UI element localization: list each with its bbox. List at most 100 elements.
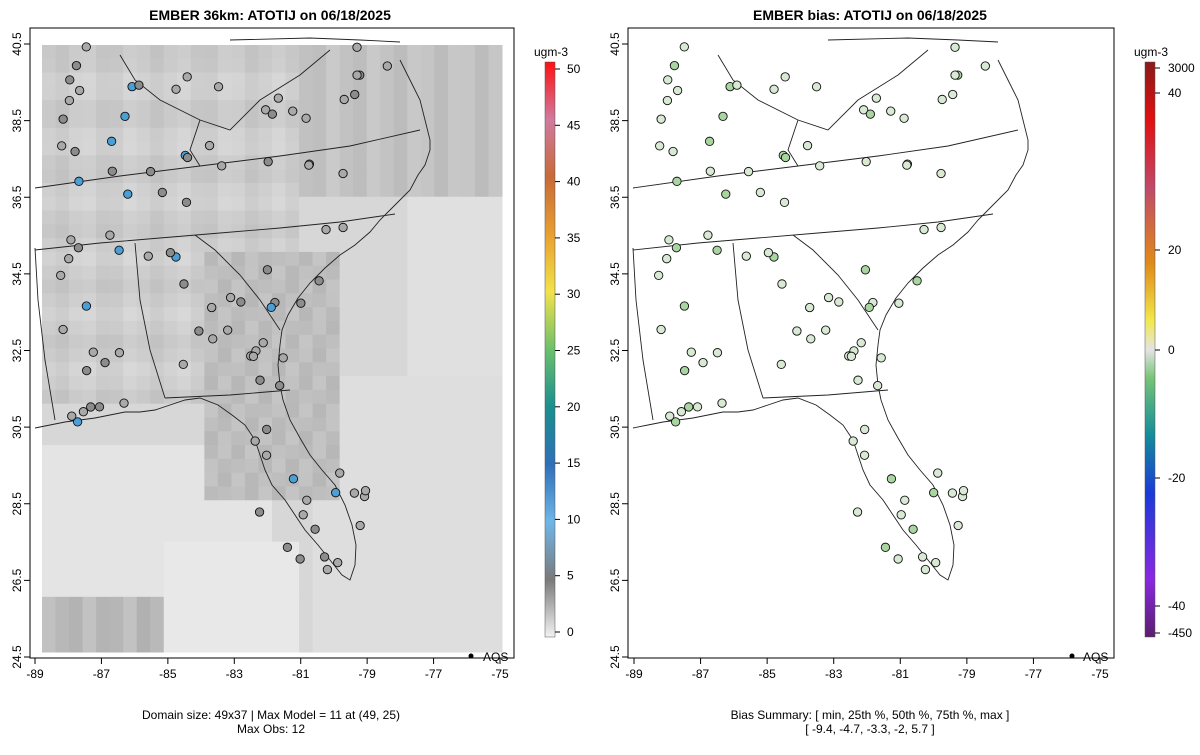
- grid-cell: [447, 417, 462, 432]
- grid-cell: [42, 472, 57, 487]
- grid-cell: [407, 624, 422, 639]
- grid-cell: [272, 141, 287, 156]
- grid-cell: [123, 624, 138, 639]
- grid-cell: [353, 196, 368, 212]
- grid-cell: [190, 472, 205, 487]
- grid-cell: [55, 431, 70, 446]
- y-tick-label: 30.5: [10, 415, 24, 439]
- grid-cell: [177, 320, 192, 336]
- border-line: [792, 234, 879, 331]
- grid-cell: [123, 417, 138, 432]
- grid-cell: [272, 624, 287, 639]
- obs-point: [250, 436, 260, 446]
- grid-cell: [366, 141, 381, 156]
- grid-cell: [474, 320, 489, 336]
- grid-cell: [488, 279, 503, 294]
- grid-cell: [407, 127, 422, 143]
- obs-point: [721, 189, 731, 199]
- grid-cell: [82, 86, 97, 101]
- grid-cell: [366, 182, 381, 198]
- grid-cell: [447, 527, 462, 543]
- grid-cell: [420, 514, 435, 529]
- obs-point: [70, 146, 80, 157]
- grid-cell: [366, 610, 381, 625]
- grid-cell: [136, 238, 151, 253]
- grid-cell: [299, 472, 314, 487]
- y-tick-label: 24.5: [10, 645, 24, 669]
- grid-cell: [123, 610, 138, 625]
- obs-point: [349, 488, 360, 498]
- right-legend-marker: [1069, 653, 1075, 659]
- grid-cell: [393, 514, 408, 529]
- grid-cell: [272, 362, 287, 377]
- right-plot-frame: [627, 27, 1115, 659]
- grid-cell: [150, 127, 165, 143]
- grid-cell: [150, 431, 165, 446]
- grid-cell: [217, 514, 232, 529]
- obs-point: [208, 334, 218, 344]
- grid-cell: [353, 541, 368, 556]
- grid-cell: [312, 72, 327, 87]
- grid-cell: [434, 293, 449, 308]
- grid-cell: [231, 155, 246, 170]
- grid-cell: [447, 541, 462, 556]
- grid-cell: [177, 431, 192, 446]
- grid-cell: [339, 431, 354, 446]
- grid-cell: [380, 500, 395, 515]
- obs-point: [684, 402, 694, 412]
- grid-cell: [461, 458, 476, 474]
- grid-cell: [69, 596, 84, 612]
- grid-cell: [407, 86, 422, 101]
- grid-cell: [339, 210, 354, 225]
- grid-cell: [488, 127, 503, 143]
- grid-cell: [204, 638, 219, 653]
- grid-cell: [163, 527, 178, 543]
- grid-cell: [420, 500, 435, 515]
- grid-cell: [204, 403, 219, 418]
- grid-cell: [326, 320, 341, 336]
- grid-cell: [393, 100, 408, 115]
- grid-cell: [393, 196, 408, 212]
- grid-cell: [474, 417, 489, 432]
- grid-cell: [244, 307, 259, 322]
- grid-cell: [204, 458, 219, 474]
- obs-point: [296, 298, 306, 308]
- grid-cell: [272, 569, 287, 584]
- grid-cell: [190, 279, 205, 294]
- obs-point: [980, 61, 990, 71]
- grid-cell: [163, 458, 178, 474]
- grid-cell: [407, 293, 422, 308]
- grid-cell: [82, 500, 97, 515]
- grid-cell: [447, 224, 462, 239]
- grid-cell: [177, 486, 192, 501]
- grid-cell: [150, 445, 165, 460]
- grid-cell: [190, 58, 205, 74]
- grid-cell: [82, 113, 97, 129]
- obs-point: [704, 136, 715, 146]
- grid-cell: [217, 431, 232, 446]
- grid-cell: [82, 472, 97, 487]
- grid-cell: [353, 265, 368, 281]
- grid-cell: [312, 127, 327, 143]
- grid-cell: [177, 500, 192, 515]
- grid-cell: [244, 320, 259, 336]
- grid-cell: [190, 196, 205, 212]
- grid-cell: [244, 169, 259, 184]
- grid-cell: [82, 514, 97, 529]
- grid-cell: [272, 182, 287, 198]
- grid-cell: [163, 541, 178, 556]
- border-line: [717, 49, 929, 131]
- grid-cell: [69, 251, 84, 267]
- obs-point: [143, 251, 153, 261]
- grid-cell: [231, 431, 246, 446]
- grid-cell: [96, 320, 111, 336]
- obs-point: [861, 157, 871, 167]
- grid-cell: [163, 472, 178, 487]
- grid-cell: [285, 279, 300, 294]
- right-legend-label: AQS: [1083, 650, 1108, 664]
- grid-cell: [42, 169, 57, 184]
- obs-point: [931, 557, 941, 568]
- grid-cell: [488, 348, 503, 363]
- grid-cell: [353, 583, 368, 598]
